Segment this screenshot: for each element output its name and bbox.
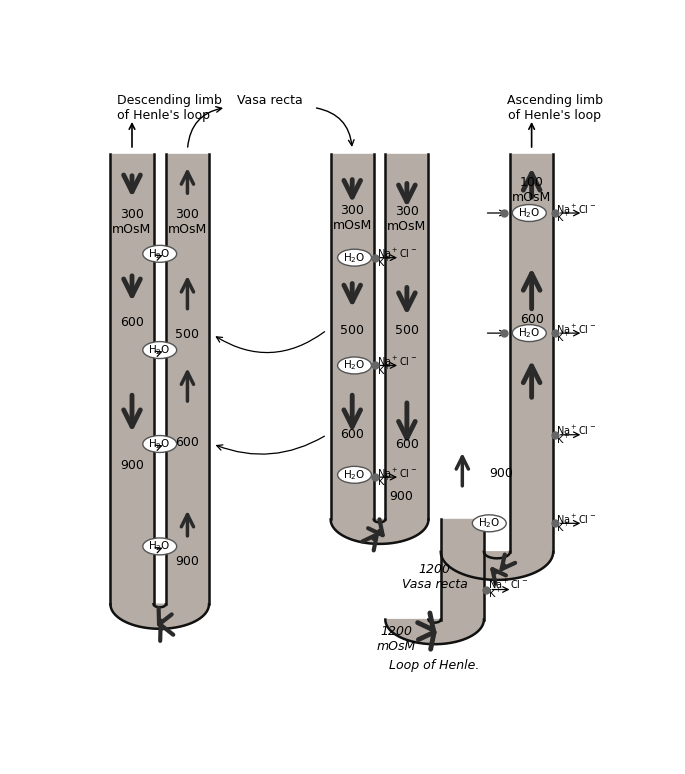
Ellipse shape bbox=[338, 357, 371, 374]
Text: 500: 500 bbox=[395, 324, 419, 337]
Text: 500: 500 bbox=[340, 324, 364, 337]
Text: Vasa recta: Vasa recta bbox=[237, 94, 303, 107]
Ellipse shape bbox=[473, 515, 506, 532]
Text: Na$^+$Cl$^-$: Na$^+$Cl$^-$ bbox=[556, 513, 596, 526]
Polygon shape bbox=[440, 552, 553, 580]
Text: H$_2$O: H$_2$O bbox=[518, 206, 540, 220]
Text: H$_2$O: H$_2$O bbox=[343, 468, 366, 481]
Text: K$^+$: K$^+$ bbox=[556, 522, 571, 535]
Ellipse shape bbox=[512, 324, 546, 341]
Text: 500: 500 bbox=[175, 328, 199, 341]
Text: Loop of Henle.: Loop of Henle. bbox=[389, 659, 480, 672]
Text: Na$^+$Cl$^-$: Na$^+$Cl$^-$ bbox=[377, 247, 417, 260]
Text: 300
mOsM: 300 mOsM bbox=[112, 208, 151, 236]
Text: 600: 600 bbox=[120, 316, 144, 329]
Text: Na$^+$Cl$^-$: Na$^+$Cl$^-$ bbox=[377, 467, 417, 480]
Text: 600: 600 bbox=[520, 313, 544, 326]
Text: H$_2$O: H$_2$O bbox=[343, 251, 366, 265]
Text: K$^+$: K$^+$ bbox=[556, 211, 571, 224]
Text: Na$^+$Cl$^-$: Na$^+$Cl$^-$ bbox=[556, 203, 596, 216]
Text: 1200
Vasa recta: 1200 Vasa recta bbox=[401, 563, 467, 591]
Polygon shape bbox=[386, 154, 428, 519]
Text: H$_2$O: H$_2$O bbox=[343, 358, 366, 372]
Text: 300
mOsM: 300 mOsM bbox=[387, 205, 427, 233]
Text: H$_2$O: H$_2$O bbox=[149, 437, 171, 451]
Ellipse shape bbox=[142, 538, 177, 555]
Ellipse shape bbox=[142, 341, 177, 358]
Text: Descending limb
of Henle's loop: Descending limb of Henle's loop bbox=[116, 94, 221, 122]
Polygon shape bbox=[110, 604, 209, 628]
Polygon shape bbox=[440, 519, 484, 619]
Polygon shape bbox=[110, 154, 153, 604]
Text: H$_2$O: H$_2$O bbox=[149, 539, 171, 553]
Text: Na$^+$Cl$^-$: Na$^+$Cl$^-$ bbox=[488, 578, 527, 591]
Polygon shape bbox=[510, 154, 553, 552]
Text: Na$^+$Cl$^-$: Na$^+$Cl$^-$ bbox=[556, 323, 596, 336]
Text: 900: 900 bbox=[489, 467, 513, 480]
Text: K$^+$: K$^+$ bbox=[556, 433, 571, 446]
Text: 300
mOsM: 300 mOsM bbox=[333, 204, 372, 231]
Text: 100
mOsM: 100 mOsM bbox=[512, 176, 551, 204]
Text: Na$^+$Cl$^-$: Na$^+$Cl$^-$ bbox=[556, 424, 596, 437]
Text: K$^+$: K$^+$ bbox=[488, 587, 502, 600]
Text: K$^+$: K$^+$ bbox=[377, 475, 392, 488]
Text: 600: 600 bbox=[395, 437, 419, 450]
Ellipse shape bbox=[338, 466, 371, 483]
Text: 600: 600 bbox=[175, 436, 199, 449]
Text: 900: 900 bbox=[389, 490, 412, 503]
Text: K$^+$: K$^+$ bbox=[556, 331, 571, 344]
Polygon shape bbox=[166, 154, 209, 604]
Polygon shape bbox=[386, 619, 484, 644]
Text: 1200
mOsM: 1200 mOsM bbox=[377, 625, 416, 652]
Ellipse shape bbox=[512, 204, 546, 221]
Polygon shape bbox=[331, 519, 428, 544]
Ellipse shape bbox=[142, 245, 177, 262]
Text: K$^+$: K$^+$ bbox=[377, 364, 392, 377]
Text: H$_2$O: H$_2$O bbox=[478, 516, 501, 530]
Ellipse shape bbox=[338, 249, 371, 266]
Text: 900: 900 bbox=[175, 555, 199, 568]
Text: H$_2$O: H$_2$O bbox=[518, 326, 540, 340]
Text: K$^+$: K$^+$ bbox=[377, 255, 392, 269]
Text: 300
mOsM: 300 mOsM bbox=[168, 208, 207, 236]
Text: 900: 900 bbox=[120, 459, 144, 472]
Text: 600: 600 bbox=[340, 428, 364, 441]
Polygon shape bbox=[331, 154, 374, 519]
Text: Na$^+$Cl$^-$: Na$^+$Cl$^-$ bbox=[377, 355, 417, 368]
Ellipse shape bbox=[142, 436, 177, 453]
Text: H$_2$O: H$_2$O bbox=[149, 343, 171, 357]
Text: H$_2$O: H$_2$O bbox=[149, 247, 171, 261]
Text: Ascending limb
of Henle's loop: Ascending limb of Henle's loop bbox=[507, 94, 603, 122]
